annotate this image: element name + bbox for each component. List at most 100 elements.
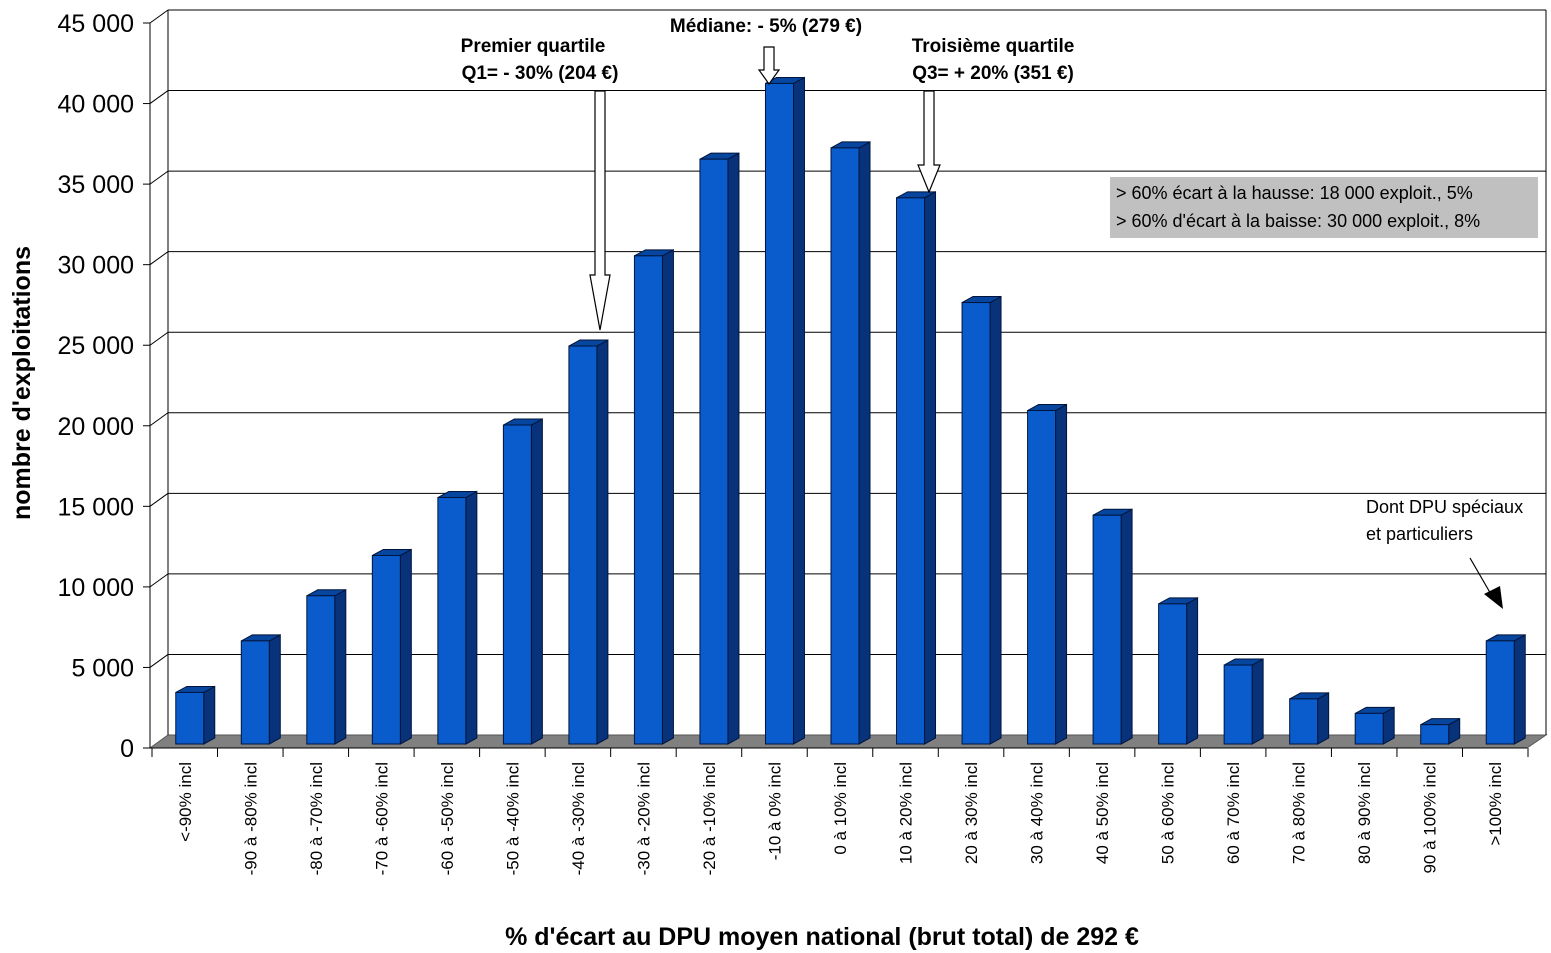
bar-side [989, 295, 1002, 745]
y-tick-label: 10 000 [58, 574, 134, 602]
gridline-depth [149, 9, 169, 24]
gridline-depth [149, 492, 169, 507]
median-arrow [757, 46, 781, 86]
bar-front [1092, 514, 1122, 745]
x-tick-label: 50 à 60% incl [1159, 762, 1178, 864]
bar-side [727, 152, 740, 745]
bar-side [465, 490, 478, 745]
bar [1158, 596, 1199, 745]
bar [961, 295, 1002, 745]
bar [240, 634, 281, 745]
bar-side [334, 588, 347, 745]
bar [764, 76, 805, 745]
bar-front [1354, 712, 1384, 745]
bar [568, 339, 609, 745]
bar-front [1158, 603, 1188, 745]
bar [1092, 508, 1133, 745]
q3-value: Q3= + 20% (351 €) [912, 63, 1074, 84]
special-dpu-arrow [1469, 557, 1503, 609]
bar [175, 685, 216, 745]
x-tick-label: -40 à -30% incl [569, 762, 588, 875]
bar-front [306, 595, 336, 745]
x-tick-label: -90 à -80% incl [241, 762, 260, 875]
bar [1289, 692, 1330, 745]
x-tick-labels: <-90% incl -90 à -80% incl -80 à -70% incl… [176, 762, 1505, 875]
bar-front [896, 197, 926, 745]
bar [896, 190, 937, 745]
bar-front [240, 640, 270, 745]
y-tick-labels: 0 5 000 10 000 15 000 20 000 25 000 30 000 35 0… [58, 10, 134, 763]
gridline-depth [149, 170, 169, 185]
bar-front [764, 82, 794, 745]
bar [437, 490, 478, 745]
bar-side [203, 685, 216, 745]
bar-side [1513, 634, 1526, 745]
gridline-depth [149, 331, 169, 346]
x-tick-label: -60 à -50% incl [438, 762, 457, 875]
x-tick-label: 60 à 70% incl [1224, 762, 1243, 864]
bar-side [268, 634, 281, 745]
gridline-depth [149, 654, 169, 668]
y-tick-label: 45 000 [58, 10, 134, 38]
x-tick-label: -30 à -20% incl [634, 762, 653, 875]
gridline-depth [149, 412, 169, 427]
x-tick-label: -10 à 0% incl [765, 762, 784, 860]
bar-front [371, 555, 401, 745]
bar-side [792, 76, 805, 745]
y-tick-label: 30 000 [58, 252, 134, 280]
q3-title: Troisième quartile [912, 36, 1075, 57]
x-tick-label: -50 à -40% incl [503, 762, 522, 875]
bar [1027, 403, 1068, 745]
q1-value: Q1= - 30% (204 €) [462, 63, 619, 84]
x-tick-label: -20 à -10% incl [700, 762, 719, 875]
x-tick-label: 30 à 40% incl [1028, 762, 1047, 864]
bar [371, 548, 412, 745]
q3-arrow [917, 90, 941, 194]
bar [1223, 658, 1264, 745]
bar-side [858, 141, 871, 745]
x-tick-label: 70 à 80% incl [1290, 762, 1309, 864]
q1-arrow [589, 90, 611, 331]
bar [699, 152, 740, 745]
bar-front [633, 255, 663, 745]
bar-side [1317, 692, 1330, 745]
bar-front [1289, 698, 1319, 745]
x-tick-label: 40 à 50% incl [1093, 762, 1112, 864]
bar-front [1420, 724, 1450, 745]
summary-box: > 60% écart à la hausse: 18 000 exploit.… [1110, 177, 1538, 238]
bars [175, 76, 1526, 745]
x-tick-label: -80 à -70% incl [307, 762, 326, 875]
bar-front [1027, 410, 1057, 745]
x-tick-label: -70 à -60% incl [372, 762, 391, 875]
bar-front [1485, 640, 1515, 745]
bar-front [1223, 664, 1253, 745]
x-tick-label: 0 à 10% incl [831, 762, 850, 855]
x-tick-label: >100% incl [1486, 762, 1505, 846]
bar [1485, 634, 1526, 745]
bar [502, 418, 543, 745]
x-tick-label: 80 à 90% incl [1355, 762, 1374, 864]
median-label: Médiane: - 5% (279 €) [670, 16, 862, 37]
q1-title: Premier quartile [461, 36, 606, 57]
bar-side [530, 418, 543, 745]
special-dpu-label-1: Dont DPU spéciaux [1366, 497, 1523, 517]
x-tick-label: 20 à 30% incl [962, 762, 981, 864]
bar-front [568, 345, 598, 745]
bar-side [1186, 596, 1199, 745]
bar-side [399, 548, 412, 745]
bar-front [437, 497, 467, 745]
y-tick-label: 35 000 [58, 171, 134, 199]
y-tick-label: 15 000 [58, 493, 134, 521]
bar-front [502, 424, 532, 745]
axes [143, 9, 1547, 757]
gridline-depth [149, 251, 169, 266]
bar [830, 141, 871, 745]
bar [1420, 717, 1461, 745]
bar-side [596, 339, 609, 745]
summary-line-1: > 60% écart à la hausse: 18 000 exploit.… [1116, 183, 1473, 203]
bar [1354, 706, 1395, 745]
x-tick-label: 10 à 20% incl [897, 762, 916, 864]
y-tick-label: 0 [120, 735, 134, 763]
bar-front [830, 147, 860, 745]
